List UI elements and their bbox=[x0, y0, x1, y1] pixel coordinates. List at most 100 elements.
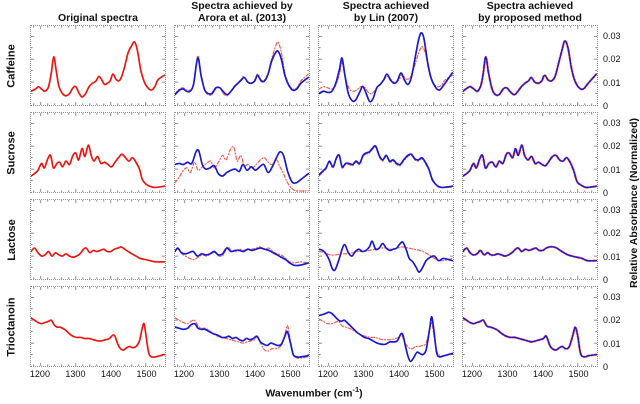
spectrum-panel-sucrose-arora bbox=[174, 112, 310, 193]
x-axis-ticks: 1200 1300 1400 1500 bbox=[174, 369, 310, 381]
spectrum-panel-sucrose-proposed bbox=[462, 112, 598, 193]
x-tick-label: 1300 bbox=[353, 369, 374, 379]
spectrum-panel-lactose-arora bbox=[174, 199, 310, 280]
spectrum-plot bbox=[319, 287, 453, 366]
row-label-lactose: Lactose bbox=[6, 218, 19, 261]
original-spectrum-curve bbox=[31, 144, 165, 189]
spectrum-panel-caffeine-lin bbox=[318, 25, 454, 106]
column-header-line: Spectra achieved bbox=[342, 0, 430, 12]
estimated-spectrum-curve bbox=[175, 322, 309, 358]
axis-tick-marks bbox=[31, 200, 165, 279]
y-tick-label: 0.01 bbox=[603, 77, 621, 88]
spectrum-panel-sucrose-lin bbox=[318, 112, 454, 193]
column-header-line: Original spectra bbox=[58, 11, 138, 24]
x-tick-label: 1300 bbox=[65, 369, 86, 379]
spectrum-plot bbox=[463, 113, 597, 192]
y-tick-label: 0.02 bbox=[603, 141, 621, 152]
x-axis-title-text: ) bbox=[359, 387, 363, 400]
spectrum-plot bbox=[175, 113, 309, 192]
x-axis-ticks: 1200 1300 1400 1500 bbox=[318, 369, 454, 381]
row-label-trioctanoin: Trioctanoin bbox=[6, 296, 18, 357]
estimated-spectrum-curve bbox=[319, 31, 453, 103]
reference-original-curve bbox=[175, 146, 309, 192]
x-axis-title: Wavenumber (cm-1) bbox=[30, 385, 598, 400]
y-axis-title: Relative Absorbance (Normalized) bbox=[628, 117, 640, 288]
column-header-line: by Lin (2007) bbox=[353, 11, 419, 24]
spectrum-plot bbox=[463, 287, 597, 366]
axis-tick-marks bbox=[175, 200, 309, 279]
spectrum-plot bbox=[31, 287, 165, 366]
y-tick-label: 0.02 bbox=[603, 315, 621, 326]
estimated-spectrum-curve bbox=[175, 50, 309, 96]
reference-original-curve bbox=[319, 146, 453, 189]
y-tick-label: 0.02 bbox=[603, 228, 621, 239]
x-tick-label: 1500 bbox=[280, 369, 301, 379]
x-axis-ticks: 1200 1300 1400 1500 bbox=[30, 369, 166, 381]
axis-tick-marks bbox=[175, 287, 309, 366]
spectrum-plot bbox=[31, 200, 165, 279]
axis-tick-marks bbox=[175, 113, 309, 192]
column-header-line: Arora et al. (2013) bbox=[197, 11, 287, 24]
x-axis-ticks: 1200 1300 1400 1500 bbox=[462, 369, 598, 381]
estimated-spectrum-curve bbox=[175, 148, 309, 184]
spectrum-panel-trioctanoin-original bbox=[30, 286, 166, 367]
axis-tick-marks bbox=[319, 26, 453, 105]
spectrum-plot bbox=[31, 113, 165, 192]
spectrum-plot bbox=[175, 200, 309, 279]
x-axis-title-superscript: -1 bbox=[352, 385, 360, 394]
x-tick-label: 1400 bbox=[388, 369, 409, 379]
spectrum-panel-trioctanoin-arora bbox=[174, 286, 310, 367]
estimated-spectrum-curve bbox=[463, 246, 597, 262]
x-tick-label: 1200 bbox=[461, 369, 482, 379]
x-tick-label: 1300 bbox=[209, 369, 230, 379]
y-tick-label: 0.03 bbox=[603, 117, 621, 128]
row-label-sucrose: Sucrose bbox=[6, 130, 19, 175]
estimated-spectrum-curve bbox=[319, 240, 453, 274]
y-tick-label: 0.01 bbox=[603, 338, 621, 349]
spectrum-plot bbox=[319, 200, 453, 279]
x-tick-label: 1400 bbox=[532, 369, 553, 379]
reference-original-curve bbox=[463, 39, 597, 97]
axis-tick-marks bbox=[463, 200, 597, 279]
original-spectrum-curve bbox=[31, 317, 165, 359]
spectrum-panel-caffeine-proposed bbox=[462, 25, 598, 106]
axis-tick-marks bbox=[463, 287, 597, 366]
original-spectrum-curve bbox=[31, 246, 165, 263]
axis-tick-marks bbox=[31, 113, 165, 192]
y-tick-label: 0.03 bbox=[603, 204, 621, 215]
estimated-spectrum-curve bbox=[175, 247, 309, 267]
spectrum-plot bbox=[175, 26, 309, 105]
y-tick-label: 0.03 bbox=[603, 30, 621, 41]
spectrum-panel-lactose-lin bbox=[318, 199, 454, 280]
estimated-spectrum-curve bbox=[463, 144, 597, 189]
spectrum-plot bbox=[31, 26, 165, 105]
y-tick-label: 0 bbox=[603, 275, 609, 285]
estimated-spectrum-curve bbox=[463, 317, 597, 358]
estimated-spectrum-curve bbox=[463, 40, 597, 97]
x-tick-label: 1200 bbox=[317, 369, 338, 379]
spectrum-plot bbox=[319, 26, 453, 105]
spectrum-plot bbox=[463, 200, 597, 279]
estimated-spectrum-curve bbox=[319, 145, 453, 189]
spectrum-plot bbox=[319, 113, 453, 192]
original-spectrum-curve bbox=[31, 41, 165, 98]
spectrum-panel-trioctanoin-proposed bbox=[462, 286, 598, 367]
x-tick-label: 1400 bbox=[244, 369, 265, 379]
column-header-line: by proposed method bbox=[478, 11, 582, 24]
column-header-lin: Spectra achieved by Lin (2007) bbox=[318, 0, 454, 24]
y-tick-label: 0.03 bbox=[603, 291, 621, 302]
column-header-original: Original spectra bbox=[30, 0, 166, 24]
y-tick-label: 0.01 bbox=[603, 164, 621, 175]
x-tick-label: 1300 bbox=[497, 369, 518, 379]
spectrum-panel-lactose-proposed bbox=[462, 199, 598, 280]
y-tick-label: 0.01 bbox=[603, 251, 621, 262]
axis-tick-marks bbox=[319, 200, 453, 279]
axis-tick-marks bbox=[175, 26, 309, 105]
x-tick-label: 1400 bbox=[100, 369, 121, 379]
spectrum-plot bbox=[463, 26, 597, 105]
x-tick-label: 1500 bbox=[568, 369, 589, 379]
x-tick-label: 1500 bbox=[424, 369, 445, 379]
axis-tick-marks bbox=[319, 113, 453, 192]
axis-tick-marks bbox=[463, 113, 597, 192]
